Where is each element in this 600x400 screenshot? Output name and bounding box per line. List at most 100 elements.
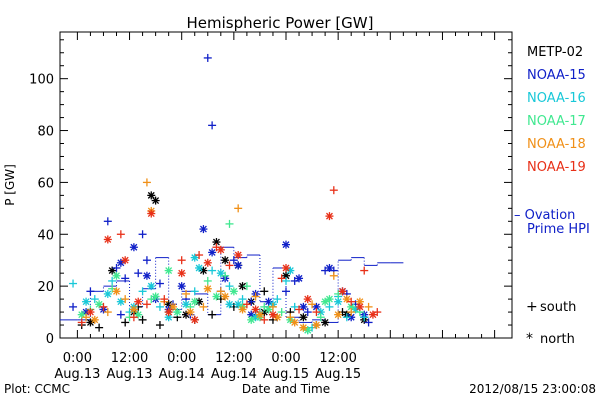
noaa-19-south-point: [347, 297, 356, 306]
footer-left: Plot: CCMC: [4, 382, 70, 396]
noaa-15-south-point: [364, 318, 373, 327]
y-tick-label: 100: [29, 73, 54, 88]
noaa-18-north-point: [186, 308, 195, 317]
noaa-16-south-point: [225, 282, 234, 291]
noaa-17-north-point: [212, 292, 221, 301]
noaa-15-north-point: [234, 261, 243, 270]
noaa-15-south-point: [112, 263, 121, 272]
noaa-16-north-point: [225, 300, 234, 309]
y-tick-label: 20: [37, 280, 54, 295]
y-tick-label: 60: [37, 176, 54, 191]
metp-02-south-point: [121, 318, 130, 327]
legend-series-label: NOAA-17: [527, 114, 586, 129]
noaa-17-north-point: [190, 297, 199, 306]
noaa-19-south-point: [116, 230, 125, 239]
footer-right: 2012/08/15 23:00:08: [469, 382, 596, 396]
noaa-17-north-point: [164, 266, 173, 275]
noaa-16-north-point: [147, 282, 156, 291]
noaa-17-south-point: [225, 219, 234, 228]
x-tick-date-label: Aug.13: [107, 367, 153, 382]
x-tick-time-label: 12:00: [319, 351, 356, 366]
y-axis-label: P [GW]: [3, 164, 17, 206]
noaa-19-north-point: [355, 302, 364, 311]
noaa-19-north-point: [190, 315, 199, 324]
legend-series-label: NOAA-15: [527, 68, 586, 83]
noaa-19-south-point: [242, 300, 251, 309]
noaa-19-north-point: [164, 308, 173, 317]
noaa-18-north-point: [90, 315, 99, 324]
noaa-18-north-point: [203, 284, 212, 293]
noaa-19-north-point: [134, 297, 143, 306]
noaa-19-south-point: [260, 315, 269, 324]
noaa-17-north-point: [95, 300, 104, 309]
x-tick-date-label: Aug.14: [211, 367, 257, 382]
noaa-18-north-point: [299, 323, 308, 332]
noaa-19-south-point: [295, 305, 304, 314]
noaa-15-north-point: [208, 248, 217, 257]
noaa-15-south-point: [303, 308, 312, 317]
noaa-15-north-point: [325, 263, 334, 272]
noaa-18-north-point: [334, 310, 343, 319]
metp-02-south-point: [95, 323, 104, 332]
noaa-16-north-point: [103, 289, 112, 298]
noaa-15-north-point: [295, 274, 304, 283]
noaa-18-south-point: [182, 289, 191, 298]
marker-legend-symbol: *: [526, 331, 533, 347]
noaa-15-south-point: [142, 256, 151, 265]
x-tick-date-label: Aug.13: [54, 367, 100, 382]
noaa-15-south-point: [86, 287, 95, 296]
noaa-19-north-point: [303, 295, 312, 304]
noaa-17-north-point: [112, 271, 121, 280]
noaa-19-north-point: [103, 235, 112, 244]
metp-02-north-point: [299, 313, 308, 322]
noaa-18-south-point: [251, 292, 260, 301]
noaa-16-south-point: [282, 276, 290, 285]
noaa-18-north-point: [112, 287, 121, 296]
noaa-18-north-point: [312, 321, 321, 330]
chart-title: Hemispheric Power [GW]: [187, 14, 374, 32]
marker-legend-symbol: +: [526, 299, 538, 315]
noaa-16-north-point: [195, 263, 204, 272]
x-tick-time-label: 12:00: [111, 351, 148, 366]
noaa-18-south-point: [121, 295, 130, 304]
y-tick-label: 40: [37, 228, 54, 243]
data-marks: [69, 53, 382, 335]
noaa-17-north-point: [151, 292, 160, 301]
noaa-19-north-point: [86, 308, 95, 317]
noaa-16-north-point: [82, 297, 91, 306]
noaa-18-north-point: [238, 305, 247, 314]
noaa-19-north-point: [234, 251, 243, 260]
noaa-15-north-point: [177, 282, 186, 291]
x-axis-label: Date and Time: [242, 382, 330, 396]
noaa-19-north-point: [251, 305, 260, 314]
noaa-18-south-point: [142, 178, 151, 187]
noaa-19-north-point: [368, 310, 377, 319]
noaa-15-south-point: [134, 269, 143, 278]
noaa-19-south-point: [129, 313, 138, 322]
noaa-19-south-point: [160, 295, 169, 304]
metp-02-north-point: [151, 196, 160, 205]
legend-series-label: NOAA-18: [527, 137, 586, 152]
noaa-18-south-point: [268, 302, 277, 311]
noaa-15-north-point: [142, 271, 151, 280]
y-axis: 0 20 40 60 80 100: [29, 39, 512, 347]
noaa-15-south-point: [69, 302, 78, 311]
noaa-16-south-point: [69, 279, 78, 288]
noaa-19-south-point: [195, 251, 204, 260]
x-tick-time-label: 0:00: [167, 351, 196, 366]
x-tick-time-label: 0:00: [271, 351, 300, 366]
noaa-15-north-point: [129, 243, 138, 252]
noaa-19-north-point: [268, 310, 277, 319]
noaa-15-north-point: [199, 225, 208, 234]
noaa-18-north-point: [129, 305, 138, 314]
noaa-19-north-point: [216, 245, 225, 254]
noaa-15-south-point: [247, 297, 256, 306]
noaa-18-north-point: [221, 292, 230, 301]
noaa-19-south-point: [77, 318, 86, 327]
noaa-18-south-point: [286, 313, 295, 322]
noaa-16-south-point: [208, 266, 217, 275]
noaa-15-south-point: [103, 217, 112, 226]
legend: METP-02 NOAA-15 NOAA-16 NOAA-17 NOAA-18 NOAA-…: [514, 45, 590, 347]
noaa-15-south-point: [155, 279, 164, 288]
